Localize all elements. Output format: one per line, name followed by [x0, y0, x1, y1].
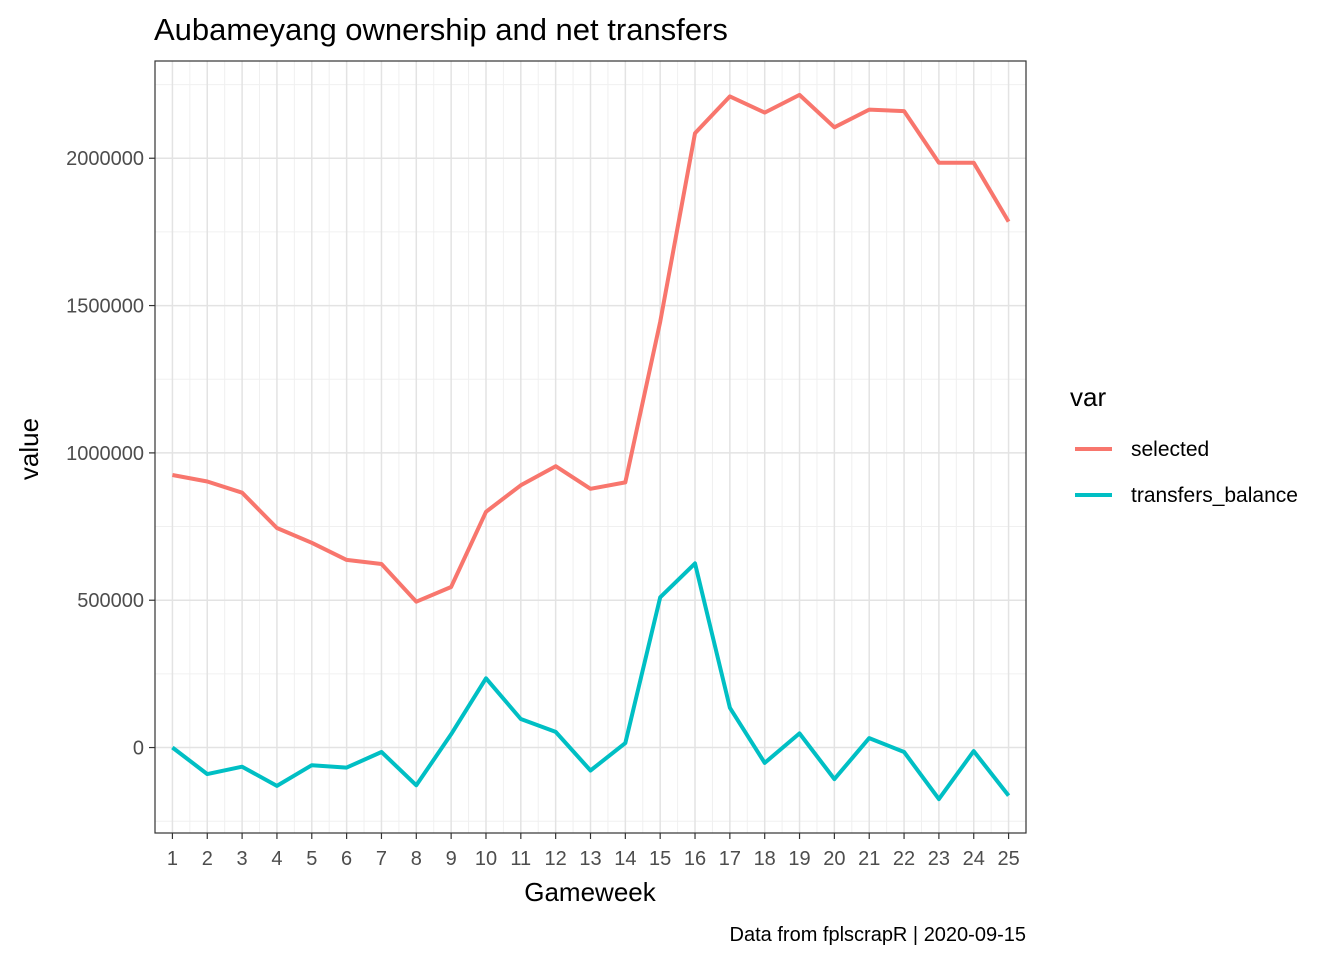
y-tick-label: 0 [133, 738, 144, 760]
x-tick-label: 13 [579, 848, 601, 870]
x-axis-title: Gameweek [524, 877, 656, 907]
x-tick-label: 8 [411, 848, 422, 870]
x-tick-label: 11 [510, 848, 531, 870]
grid-minor [155, 61, 1026, 833]
chart-caption: Data from fplscrapR | 2020-09-15 [730, 924, 1026, 946]
x-tick-label: 1 [167, 848, 178, 870]
x-tick-label: 19 [788, 848, 810, 870]
chart-title: Aubameyang ownership and net transfers [154, 12, 728, 47]
x-tick-label: 2 [202, 848, 213, 870]
y-axis-title: value [14, 418, 44, 480]
y-tick-label: 1000000 [66, 443, 144, 465]
x-tick-label: 4 [271, 848, 282, 870]
grid-major [155, 61, 1026, 833]
x-tick-label: 14 [614, 848, 636, 870]
legend-title: var [1070, 382, 1106, 412]
x-tick-label: 25 [997, 848, 1019, 870]
y-axis: 0 500000 1000000 1500000 2000000 [66, 148, 155, 760]
y-tick-label: 1500000 [66, 296, 144, 318]
x-tick-label: 17 [719, 848, 741, 870]
x-tick-label: 10 [475, 848, 497, 870]
x-tick-label: 22 [893, 848, 915, 870]
x-tick-label: 7 [376, 848, 387, 870]
x-tick-label: 12 [545, 848, 567, 870]
series-layer [171, 92, 1011, 802]
x-axis: 1 2 3 4 5 6 7 8 9 10 11 12 13 14 15 16 17 18 19 20 21 22 23 24 2… [167, 833, 1020, 870]
series-line-transfers_balance [171, 561, 1011, 802]
y-tick-label: 2000000 [66, 148, 144, 170]
x-tick-label: 6 [341, 848, 352, 870]
series-line-selected [172, 92, 1011, 604]
x-tick-label: 24 [963, 848, 985, 870]
x-tick-label: 9 [446, 848, 457, 870]
x-tick-label: 18 [754, 848, 776, 870]
x-tick-label: 15 [649, 848, 671, 870]
y-tick-label: 500000 [77, 590, 144, 612]
x-tick-label: 16 [684, 848, 706, 870]
x-tick-label: 3 [237, 848, 248, 870]
legend-label-selected: selected [1131, 438, 1209, 461]
x-tick-label: 23 [928, 848, 950, 870]
x-tick-label: 21 [858, 848, 880, 870]
legend-label-transfers_balance: transfers_balance [1131, 484, 1298, 507]
x-tick-label: 20 [823, 848, 845, 870]
legend: var selected transfers_balance [1070, 382, 1298, 507]
x-tick-label: 5 [306, 848, 317, 870]
